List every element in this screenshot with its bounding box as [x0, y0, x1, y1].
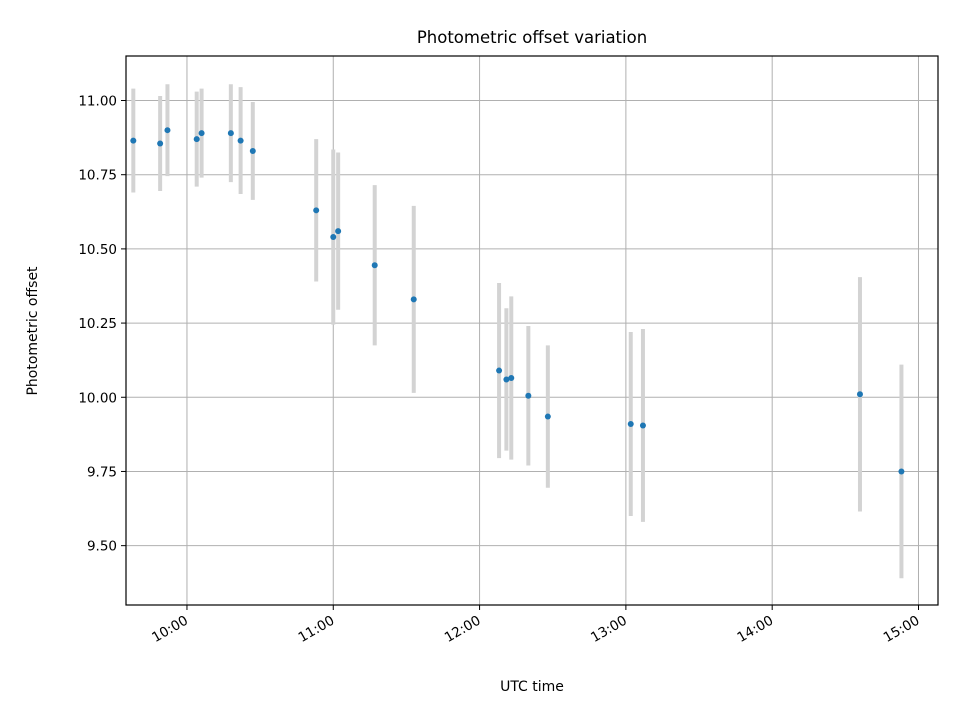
error-bars — [131, 84, 904, 579]
data-point — [371, 262, 378, 269]
data-point — [157, 140, 164, 147]
y-tick-label: 10.25 — [78, 316, 117, 332]
data-point — [193, 136, 200, 143]
grid — [126, 56, 938, 605]
y-tick-label: 9.50 — [87, 539, 117, 555]
y-axis-label: Photometric offset — [25, 266, 41, 396]
data-point — [130, 137, 137, 144]
y-tick-label: 10.00 — [78, 390, 117, 406]
data-point — [330, 234, 337, 241]
data-point — [410, 296, 417, 303]
plot-frame — [125, 55, 939, 606]
x-tick-label: 11:00 — [296, 613, 338, 646]
data-point — [249, 147, 256, 154]
y-tick-label: 9.75 — [87, 464, 117, 480]
x-tick-label: 10:00 — [149, 613, 191, 646]
data-point — [898, 468, 905, 475]
y-tick-label: 10.75 — [78, 168, 117, 184]
data-point — [544, 413, 551, 420]
x-tick-label: 13:00 — [588, 613, 630, 646]
data-point — [508, 374, 515, 381]
data-point — [313, 207, 320, 214]
y-tick-label: 10.50 — [78, 242, 117, 258]
x-tick-label: 15:00 — [881, 613, 923, 646]
data-point — [164, 127, 171, 134]
data-point — [237, 137, 244, 144]
y-tick-label: 11.00 — [78, 94, 117, 110]
data-point — [198, 130, 205, 137]
data-point — [525, 392, 532, 399]
data-point — [227, 130, 234, 137]
x-tick-label: 12:00 — [442, 613, 484, 646]
x-axis-label: UTC time — [500, 679, 564, 695]
data-point — [503, 376, 510, 383]
data-point — [856, 391, 863, 398]
chart-title: Photometric offset variation — [417, 28, 647, 47]
data-point — [335, 228, 342, 235]
x-tick-label: 14:00 — [734, 613, 776, 646]
data-point — [639, 422, 646, 429]
data-point — [496, 367, 503, 374]
data-point — [627, 420, 634, 427]
data-points — [130, 127, 905, 475]
